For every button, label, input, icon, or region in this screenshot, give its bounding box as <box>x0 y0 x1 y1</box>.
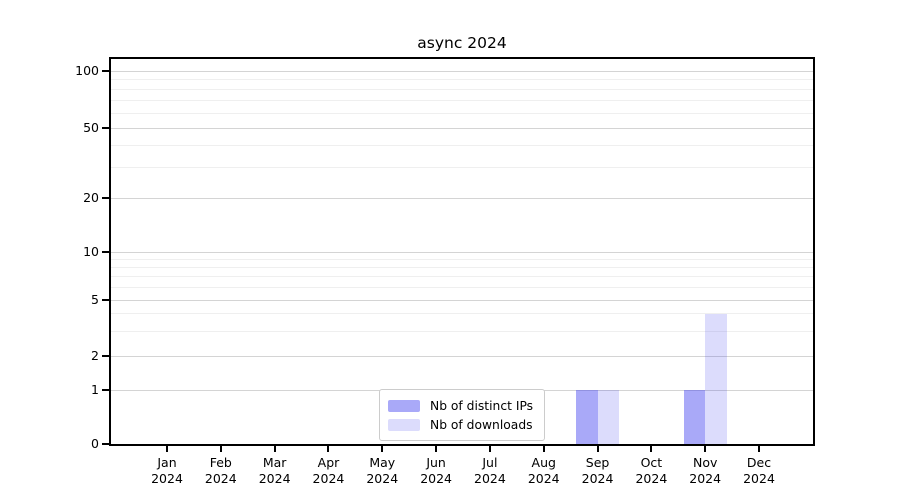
legend-item-distinct-ips: Nb of distinct IPs <box>388 396 536 415</box>
gridline-minor <box>111 258 813 260</box>
x-tick-mark <box>435 446 438 452</box>
x-tick-label: May 2024 <box>366 455 399 486</box>
x-tick-mark <box>704 446 707 452</box>
legend-label-downloads: Nb of downloads <box>430 417 533 432</box>
gridline-minor <box>111 330 813 332</box>
gridline-minor <box>111 166 813 168</box>
legend: Nb of distinct IPs Nb of downloads <box>379 389 545 441</box>
x-tick-label: Sep 2024 <box>581 455 614 486</box>
y-tick-mark <box>102 70 109 72</box>
gridline-major <box>111 251 813 253</box>
gridline-minor <box>111 88 813 90</box>
x-tick-mark <box>166 446 168 452</box>
y-tick-mark <box>102 389 109 391</box>
chart-title: async 2024 <box>417 34 507 52</box>
gridline-major <box>111 355 813 357</box>
x-tick-label: Dec 2024 <box>743 455 775 486</box>
y-tick-label: 0 <box>91 436 99 451</box>
y-tick-mark <box>102 355 109 357</box>
y-tick-mark <box>102 197 109 199</box>
x-tick-mark <box>758 446 761 452</box>
gridline-minor <box>111 276 813 278</box>
x-tick-mark <box>596 446 599 452</box>
gridline-minor <box>111 266 813 268</box>
x-tick-mark <box>381 446 384 452</box>
gridline-minor <box>111 112 813 114</box>
y-tick-label: 100 <box>75 63 99 78</box>
legend-swatch-downloads-icon <box>388 418 420 431</box>
y-tick-label: 10 <box>83 244 99 259</box>
x-tick-label: Nov 2024 <box>689 455 722 486</box>
y-tick-label: 50 <box>83 120 99 135</box>
x-tick-mark <box>327 446 330 452</box>
gridline-minor <box>111 286 813 288</box>
gridline-minor <box>111 313 813 315</box>
x-tick-label: Jan 2024 <box>151 455 183 486</box>
y-tick-mark <box>102 443 109 445</box>
y-tick-label: 2 <box>91 348 99 363</box>
y-tick-label: 20 <box>83 190 99 205</box>
gridline-major <box>111 127 813 129</box>
x-tick-label: Aug 2024 <box>527 455 560 486</box>
plot-area: 0 1 2 5 10 20 50 100 Jan 2024 Feb 2024 Mar 2024 Apr 20… <box>75 57 815 486</box>
x-tick-label: Apr 2024 <box>312 455 345 486</box>
x-tick-mark <box>488 446 491 452</box>
x-tick-mark <box>650 446 653 452</box>
y-tick-mark <box>102 251 109 253</box>
x-tick-mark <box>542 446 545 452</box>
x-tick-label: Jul 2024 <box>474 455 506 486</box>
gridline-major <box>111 299 813 301</box>
legend-label-distinct-ips: Nb of distinct IPs <box>430 398 534 413</box>
y-tick-label: 5 <box>91 292 99 307</box>
x-tick-label: Mar 2024 <box>258 455 291 486</box>
gridline-major <box>111 197 813 199</box>
bar-distinct-ips-sep <box>576 390 598 444</box>
gridline-minor <box>111 79 813 81</box>
gridline-major <box>111 70 813 72</box>
y-tick-mark <box>102 299 109 301</box>
gridline-minor <box>111 99 813 101</box>
legend-swatch-distinct-ips-icon <box>388 399 420 412</box>
x-tick-label: Feb 2024 <box>204 455 237 486</box>
bar-downloads-nov <box>705 313 727 444</box>
y-tick-mark <box>102 127 109 129</box>
gridline-minor <box>111 144 813 146</box>
y-tick-label: 1 <box>91 382 99 397</box>
x-tick-mark <box>273 446 276 452</box>
x-tick-label: Oct 2024 <box>635 455 668 486</box>
bar-downloads-sep <box>597 390 620 444</box>
x-tick-mark <box>219 446 222 452</box>
legend-item-downloads: Nb of downloads <box>388 415 536 434</box>
bar-distinct-ips-nov <box>683 390 706 444</box>
x-tick-label: Jun 2024 <box>420 455 452 486</box>
